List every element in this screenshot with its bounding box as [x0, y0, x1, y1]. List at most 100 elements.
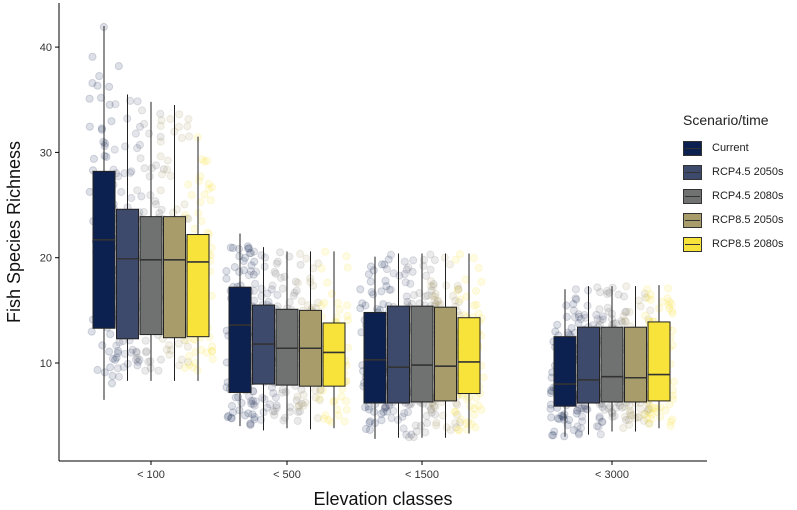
- data-point: [295, 401, 304, 410]
- data-point: [100, 151, 109, 160]
- data-point: [105, 347, 114, 356]
- data-point: [195, 176, 204, 185]
- data-point: [334, 411, 343, 420]
- legend-item: RCP8.5 2050s: [683, 208, 784, 232]
- data-point: [555, 414, 564, 424]
- data-point: [377, 260, 387, 269]
- data-point: [622, 307, 631, 316]
- box: [410, 305, 434, 403]
- data-point: [278, 284, 287, 293]
- data-point: [114, 346, 123, 355]
- legend-label: RCP4.5 2050s: [712, 166, 784, 178]
- data-point: [415, 289, 424, 298]
- data-point: [661, 406, 670, 415]
- data-point: [550, 427, 559, 436]
- data-point: [643, 293, 652, 302]
- data-point: [595, 412, 604, 421]
- data-point: [361, 403, 370, 412]
- data-point: [151, 200, 161, 209]
- data-point: [619, 312, 628, 321]
- data-point: [596, 288, 605, 297]
- data-point: [572, 295, 581, 304]
- data-point: [108, 371, 117, 380]
- data-point: [85, 122, 94, 131]
- data-point: [474, 401, 483, 410]
- data-point: [560, 415, 569, 424]
- data-point: [422, 411, 431, 421]
- data-point: [267, 285, 276, 294]
- data-point: [98, 341, 107, 350]
- data-point: [184, 180, 193, 189]
- data-point: [244, 244, 253, 253]
- data-point: [427, 406, 436, 415]
- y-ticks: 10 20 30 40: [40, 42, 59, 370]
- data-point: [344, 343, 353, 352]
- data-point: [267, 383, 276, 392]
- data-point: [642, 285, 652, 294]
- data-point: [133, 357, 143, 366]
- data-point: [361, 301, 370, 310]
- boxplot-0-1: [228, 233, 252, 427]
- data-point: [190, 335, 199, 344]
- data-point: [180, 363, 189, 373]
- data-point: [245, 392, 254, 401]
- data-point: [235, 252, 244, 261]
- data-point: [147, 164, 156, 173]
- data-point: [583, 301, 592, 310]
- data-point: [377, 287, 386, 296]
- data-point: [593, 315, 602, 324]
- data-point: [292, 286, 301, 295]
- legend-key: [683, 212, 702, 228]
- data-point: [389, 269, 398, 278]
- data-point: [151, 161, 161, 170]
- data-point: [440, 253, 449, 262]
- data-point: [598, 417, 607, 426]
- data-point: [240, 411, 250, 420]
- data-point: [592, 310, 601, 319]
- data-point: [365, 418, 374, 427]
- data-point: [329, 397, 338, 406]
- data-point: [621, 412, 630, 421]
- data-point: [618, 318, 627, 328]
- data-point: [249, 400, 258, 409]
- data-point: [603, 289, 612, 299]
- data-point: [114, 62, 123, 71]
- data-point: [273, 290, 282, 300]
- data-point: [401, 278, 410, 287]
- data-point: [455, 418, 465, 427]
- boxplot-4-1: [322, 251, 346, 429]
- data-point: [596, 430, 605, 439]
- data-point: [343, 263, 352, 272]
- data-point: [85, 94, 94, 103]
- box: [116, 208, 139, 340]
- data-point: [222, 267, 231, 276]
- data-point: [577, 412, 587, 421]
- data-point: [470, 301, 479, 310]
- data-point: [174, 122, 183, 132]
- data-point: [426, 250, 435, 259]
- data-point: [416, 421, 425, 430]
- data-point: [156, 152, 165, 161]
- data-point: [454, 285, 463, 294]
- data-point: [224, 411, 233, 421]
- data-point: [144, 357, 153, 366]
- data-point: [183, 342, 192, 351]
- data-point: [451, 419, 460, 428]
- data-point: [157, 116, 166, 125]
- data-point: [293, 392, 302, 401]
- data-point: [665, 304, 674, 313]
- data-point: [454, 298, 463, 307]
- data-point: [204, 184, 214, 193]
- data-point: [456, 295, 465, 304]
- data-point: [166, 114, 175, 124]
- data-point: [595, 414, 604, 423]
- data-point: [668, 415, 677, 424]
- data-point: [158, 170, 167, 179]
- data-point: [647, 410, 657, 419]
- data-point: [560, 410, 569, 419]
- data-point: [228, 408, 237, 417]
- data-point: [311, 393, 320, 402]
- data-point: [246, 249, 256, 258]
- data-point: [132, 348, 141, 357]
- data-point: [244, 409, 253, 418]
